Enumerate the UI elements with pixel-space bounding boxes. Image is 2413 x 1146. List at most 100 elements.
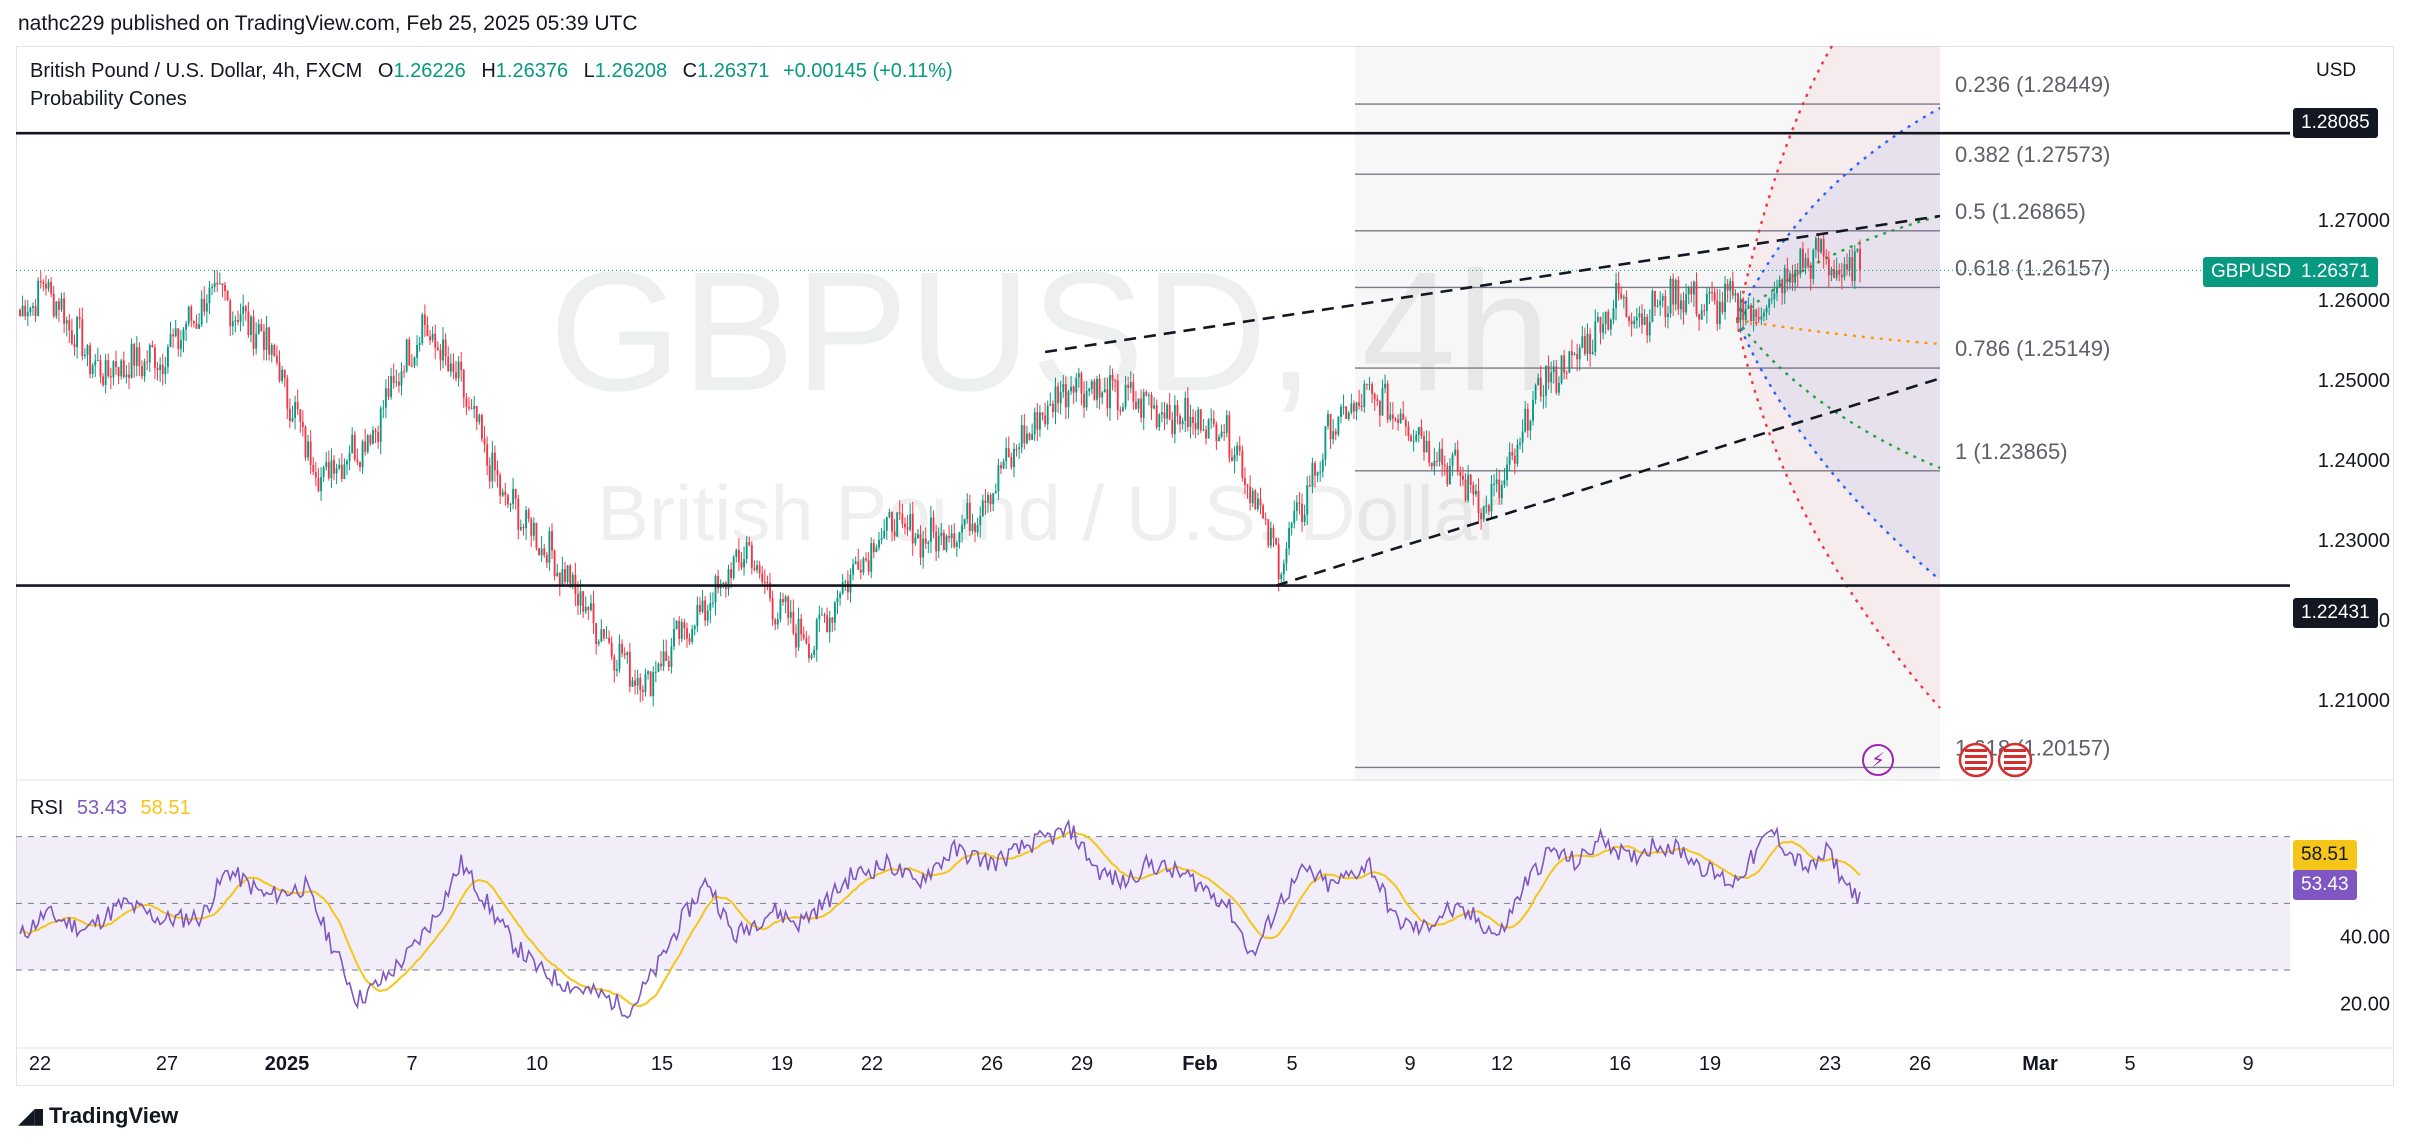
- candle: [818, 614, 821, 620]
- candle: [1622, 296, 1625, 299]
- candle: [800, 618, 803, 635]
- candle: [1199, 409, 1202, 431]
- candle: [1184, 397, 1187, 421]
- rsi-legend[interactable]: RSI 53.43 58.51: [30, 797, 191, 820]
- candle: [1726, 283, 1729, 291]
- candle: [1166, 404, 1169, 419]
- candle: [416, 345, 419, 358]
- candle: [1638, 313, 1641, 318]
- fib-level-label: 0.236 (1.28449): [1955, 72, 2110, 97]
- indicator-label[interactable]: Probability Cones: [30, 88, 187, 110]
- candle: [1454, 449, 1457, 455]
- candle: [1700, 310, 1703, 320]
- low-label: L: [583, 60, 595, 82]
- time-axis-label: 19: [1699, 1053, 1721, 1075]
- candle: [418, 343, 421, 346]
- candle: [1010, 457, 1013, 468]
- candle: [1272, 527, 1275, 539]
- candle: [309, 441, 312, 466]
- candle: [1189, 416, 1192, 428]
- watermark-name: British Pound / U.S. Dollar: [597, 469, 1503, 557]
- candle: [192, 320, 195, 324]
- candle: [675, 620, 678, 629]
- candle: [130, 343, 133, 378]
- candle: [1752, 309, 1755, 321]
- candle: [1002, 461, 1005, 469]
- candle: [1360, 405, 1363, 408]
- candle: [626, 652, 629, 656]
- candle: [1321, 459, 1324, 472]
- candle: [1495, 479, 1498, 484]
- event-lightning-icon[interactable]: [1862, 744, 1894, 776]
- candle: [1163, 412, 1166, 419]
- candle: [1833, 269, 1835, 278]
- candle: [1526, 408, 1529, 431]
- channel-upper-line[interactable]: [1044, 214, 1941, 354]
- support-price-tag: 1.22431: [2293, 598, 2378, 628]
- channel-lower-line[interactable]: [1275, 377, 1941, 587]
- candle: [1205, 429, 1207, 439]
- candle: [76, 316, 79, 348]
- candle: [831, 617, 834, 623]
- candle: [1225, 415, 1228, 433]
- candle: [29, 307, 32, 313]
- candle: [1059, 391, 1062, 404]
- candle: [901, 513, 904, 524]
- candle: [1018, 447, 1021, 450]
- candle: [1682, 300, 1685, 313]
- candle: [779, 599, 782, 620]
- candle: [704, 600, 707, 621]
- candle: [1456, 449, 1459, 472]
- candle: [1046, 405, 1049, 425]
- candle: [551, 531, 553, 551]
- candle: [880, 538, 883, 540]
- candle: [1423, 436, 1425, 453]
- time-axis-label: 16: [1609, 1053, 1631, 1075]
- candle: [1026, 433, 1028, 444]
- cone-upper-blue: [1735, 106, 1941, 321]
- candle: [1646, 316, 1649, 336]
- candle: [948, 536, 951, 538]
- candle: [1840, 274, 1843, 278]
- candle: [896, 512, 899, 537]
- candle: [361, 441, 364, 468]
- candle: [813, 649, 816, 655]
- candle: [169, 334, 172, 348]
- price-axis-label: 1.24000: [2318, 450, 2390, 472]
- candle: [917, 534, 919, 538]
- candle: [1290, 523, 1293, 528]
- tradingview-logo[interactable]: ◢▮ TradingView: [18, 1103, 178, 1129]
- candle: [514, 488, 517, 499]
- candle: [914, 537, 917, 544]
- candle: [1461, 475, 1464, 480]
- candle: [501, 491, 504, 496]
- candle: [1713, 292, 1716, 301]
- candle: [833, 602, 836, 623]
- candle: [548, 531, 551, 563]
- candle: [473, 406, 476, 410]
- candle: [304, 426, 307, 458]
- us-flag-event-icon[interactable]: [1997, 742, 2033, 778]
- currency-label[interactable]: USD: [2316, 60, 2357, 81]
- candle: [198, 324, 201, 329]
- candle: [590, 603, 592, 611]
- candle: [543, 548, 546, 556]
- candle: [1443, 464, 1446, 467]
- candle: [1280, 574, 1283, 580]
- candle: [496, 470, 499, 475]
- symbol-legend[interactable]: British Pound / U.S. Dollar, 4h, FXCM O1…: [30, 60, 953, 83]
- rsi-axis-label: 20.00: [2340, 993, 2390, 1015]
- candle: [1088, 388, 1091, 392]
- us-flag-event-icon[interactable]: [1958, 742, 1994, 778]
- candle: [1062, 384, 1065, 392]
- candle: [104, 360, 107, 386]
- candle: [1173, 404, 1176, 434]
- candle: [1705, 293, 1708, 311]
- candle: [1223, 431, 1226, 433]
- candle: [683, 622, 686, 629]
- candle: [564, 569, 566, 582]
- candle: [1667, 313, 1669, 318]
- candle: [1757, 317, 1760, 320]
- candle: [1669, 278, 1672, 314]
